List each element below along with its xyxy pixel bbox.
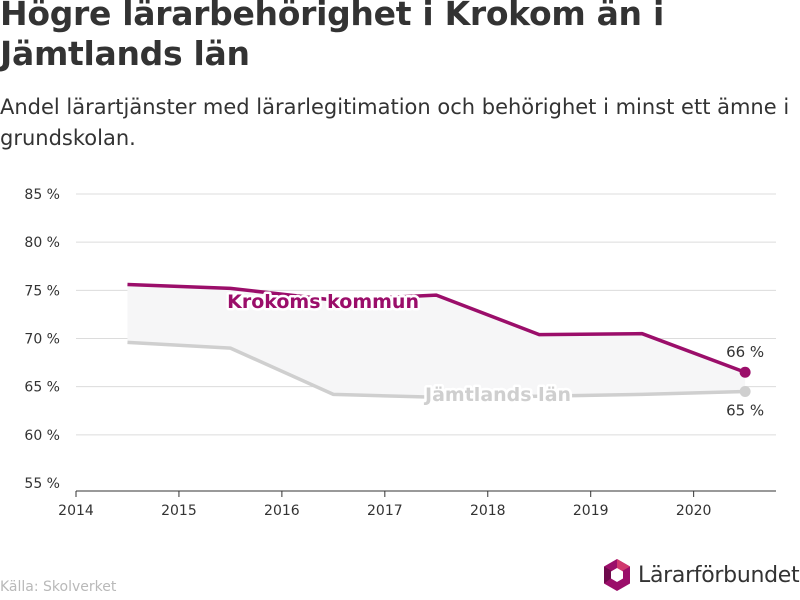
chart-title: Högre lärarbehörighet i Krokom än i Jämt…: [0, 0, 664, 73]
chart-subtitle: Andel lärartjänster med lärarlegitimatio…: [0, 95, 790, 150]
brand-name: Lärarförbundet: [638, 562, 800, 588]
series-label-krokom: Krokoms kommun: [227, 291, 419, 313]
y-tick-label: 80 %: [24, 235, 60, 251]
x-tick-label: 2015: [161, 503, 197, 519]
series-label-jamtland: Jämtlands län: [423, 384, 571, 406]
y-tick-label: 65 %: [24, 380, 60, 396]
x-tick-label: 2020: [676, 503, 712, 519]
brand-logo: Lärarförbundet: [602, 557, 800, 593]
y-tick-label: 60 %: [24, 428, 60, 444]
x-tick-label: 2019: [573, 503, 609, 519]
band-area: [127, 284, 746, 398]
y-tick-label: 55 %: [24, 476, 60, 492]
difference-band: [127, 284, 746, 398]
brand-hexagon-icon: [604, 559, 630, 591]
end-label-jamtland: 65 %: [726, 401, 764, 419]
end-label-krokom: 66 %: [726, 343, 764, 361]
x-tick-label: 2018: [470, 503, 506, 519]
x-tick-label: 2016: [264, 503, 300, 519]
x-axis: 2014 2015 2016 2017 2018 2019 2020: [58, 490, 776, 519]
series-line-jamtland: [127, 340, 746, 400]
data-labels: Krokoms kommun Jämtlands län 66 % 65 %: [225, 289, 767, 422]
end-point-krokom: [739, 366, 751, 378]
y-tick-label: 70 %: [24, 332, 60, 348]
series-lines: [127, 282, 751, 400]
source-note: Källa: Skolverket: [0, 579, 117, 595]
x-tick-label: 2014: [58, 503, 94, 519]
end-point-jamtland: [739, 385, 751, 397]
series-line-krokom: [127, 282, 746, 374]
x-tick-label: 2017: [367, 503, 403, 519]
y-tick-label: 75 %: [24, 283, 60, 299]
y-tick-label: 85 %: [24, 187, 60, 203]
